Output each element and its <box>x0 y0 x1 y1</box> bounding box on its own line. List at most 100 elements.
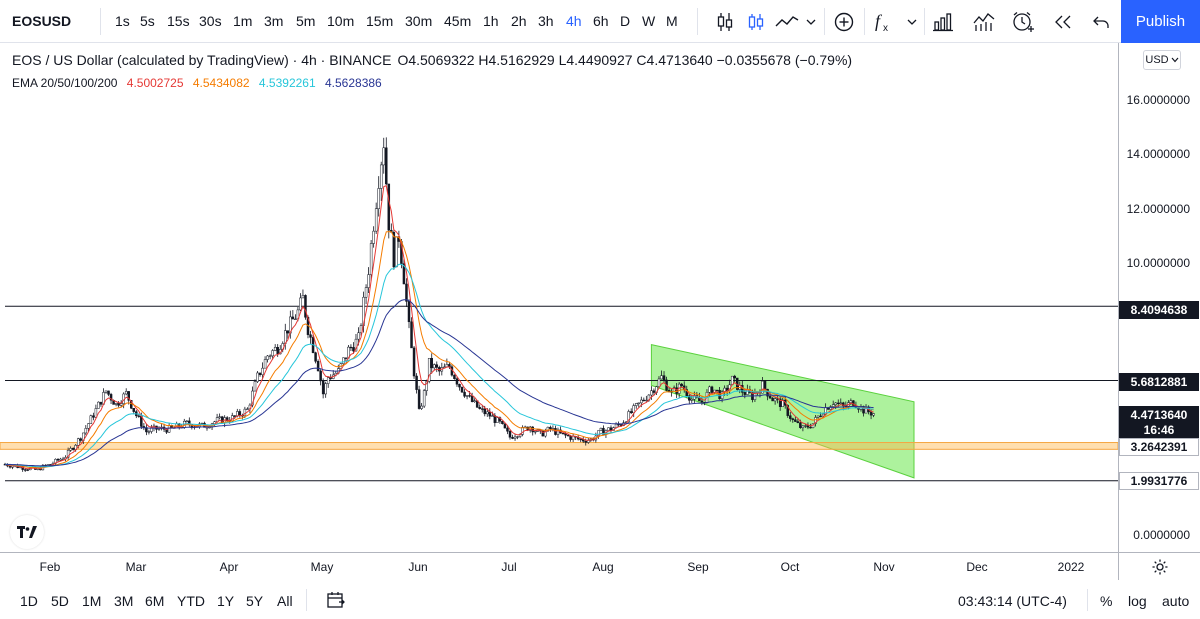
undo-icon[interactable] <box>1090 8 1112 35</box>
timeframe-2h[interactable]: 2h <box>511 13 527 29</box>
range-1m[interactable]: 1M <box>82 593 102 609</box>
timeframe-30m[interactable]: 30m <box>405 13 433 29</box>
candle-body <box>92 415 95 418</box>
candle-body <box>321 380 325 395</box>
symbol-search[interactable]: EOSUSD <box>12 13 72 29</box>
timeframe-4h[interactable]: 4h <box>566 13 582 29</box>
candle-body <box>427 357 431 382</box>
timeframe-5m[interactable]: 5m <box>296 13 316 29</box>
candle-body <box>84 428 88 434</box>
price-tick: 14.0000000 <box>1126 147 1190 162</box>
candle-body <box>478 407 481 409</box>
line-icon[interactable] <box>773 8 801 35</box>
timeframe-3m[interactable]: 3m <box>264 13 284 29</box>
timeframe-d[interactable]: D <box>620 13 631 29</box>
candle-body <box>253 381 257 392</box>
range-3m[interactable]: 3M <box>114 593 134 609</box>
time-axis[interactable]: Feb Mar Apr May Jun Jul Aug Sep Oct Nov Dec 2022 <box>0 552 1118 580</box>
candle-body <box>534 431 537 433</box>
clock-timezone[interactable]: 03:43:14 (UTC-4) <box>958 593 1067 609</box>
price-scale[interactable]: 16.0000000 14.0000000 12.0000000 10.0000000… <box>1118 43 1200 552</box>
candle-body <box>513 436 517 439</box>
timeframe-1s[interactable]: 1s <box>115 13 130 29</box>
candle-body <box>316 361 320 372</box>
candle-body <box>743 392 747 395</box>
templates-icon[interactable] <box>971 8 997 35</box>
date-range-icon[interactable] <box>326 590 346 615</box>
timeframe-3h[interactable]: 3h <box>538 13 554 29</box>
timeframe-15m[interactable]: 15m <box>366 13 394 29</box>
candle-body <box>579 438 582 441</box>
chart-pane[interactable]: EOS / US Dollar (calculated by TradingVi… <box>0 43 1118 552</box>
range-1y[interactable]: 1Y <box>217 593 235 609</box>
chart-settings-button[interactable] <box>1118 552 1200 580</box>
chevron-down-icon[interactable] <box>905 8 919 35</box>
candle-body <box>56 458 60 461</box>
timeframe-10m[interactable]: 10m <box>327 13 355 29</box>
timeframe-1m[interactable]: 1m <box>233 13 253 29</box>
support-zone <box>0 442 1118 450</box>
toolbar-divider <box>924 8 925 35</box>
candle-body <box>104 390 108 393</box>
ema-50-value: 4.5434082 <box>192 76 250 90</box>
ohlc-values: O4.5069322 H4.5162929 L4.4490927 C4.4713… <box>397 52 853 68</box>
candle-body <box>433 364 436 369</box>
publish-button[interactable]: Publish <box>1121 0 1200 43</box>
candle-body <box>415 375 418 390</box>
range-1d[interactable]: 1D <box>20 593 38 609</box>
ema-legend[interactable]: EMA 20/50/100/200 4.5002725 4.5434082 4.… <box>12 76 382 90</box>
percent-toggle[interactable]: % <box>1100 593 1113 609</box>
candle-body <box>261 367 264 375</box>
candle-body <box>842 402 845 407</box>
candle-body <box>76 438 80 446</box>
chevron-down-icon[interactable] <box>804 8 818 35</box>
candle-body <box>430 357 433 369</box>
timeframe-15s[interactable]: 15s <box>167 13 190 29</box>
range-5y[interactable]: 5Y <box>246 593 264 609</box>
candle-body <box>839 402 843 404</box>
range-ytd[interactable]: YTD <box>177 593 205 609</box>
auto-toggle[interactable]: auto <box>1162 593 1190 609</box>
candle-body <box>708 386 711 393</box>
candle-body <box>246 408 249 410</box>
bar-style-icon[interactable] <box>713 8 737 35</box>
timeframe-w[interactable]: W <box>642 13 656 29</box>
candle-body <box>834 402 837 405</box>
candle-body <box>460 386 464 393</box>
timeframe-1h[interactable]: 1h <box>483 13 499 29</box>
financials-icon[interactable] <box>931 8 955 35</box>
replay-icon[interactable] <box>1052 8 1074 35</box>
candle-body <box>377 188 380 209</box>
alert-clock-icon[interactable] <box>1011 8 1035 35</box>
candle-body <box>417 389 421 409</box>
candles-icon[interactable] <box>744 8 768 35</box>
compare-plus-icon[interactable] <box>832 8 856 35</box>
range-6m[interactable]: 6M <box>145 593 165 609</box>
currency-selector[interactable]: USD <box>1143 50 1181 70</box>
candle-body <box>109 394 113 401</box>
candle-body <box>395 236 398 268</box>
candle-body <box>402 263 406 285</box>
range-5d[interactable]: 5D <box>51 593 69 609</box>
candle-body <box>511 437 514 439</box>
tradingview-logo[interactable] <box>10 515 44 549</box>
candle-body <box>137 415 141 417</box>
toolbar-divider <box>100 8 101 35</box>
timeframe-6h[interactable]: 6h <box>593 13 609 29</box>
candle-body <box>599 427 603 431</box>
timeframe-45m[interactable]: 45m <box>444 13 472 29</box>
candle-body <box>528 426 532 431</box>
range-all[interactable]: All <box>277 593 293 609</box>
timeframe-30s[interactable]: 30s <box>199 13 222 29</box>
candle-body <box>294 318 297 321</box>
candle-body <box>258 372 262 375</box>
ema-200-value: 4.5628386 <box>325 76 382 90</box>
log-toggle[interactable]: log <box>1128 593 1147 609</box>
price-chart[interactable] <box>0 43 1118 552</box>
legend-title: EOS / US Dollar (calculated by TradingVi… <box>12 52 852 68</box>
timeframe-5s[interactable]: 5s <box>140 13 155 29</box>
candle-body <box>629 411 633 414</box>
toolbar-divider <box>1087 589 1088 611</box>
timeframe-m[interactable]: M <box>666 13 678 29</box>
